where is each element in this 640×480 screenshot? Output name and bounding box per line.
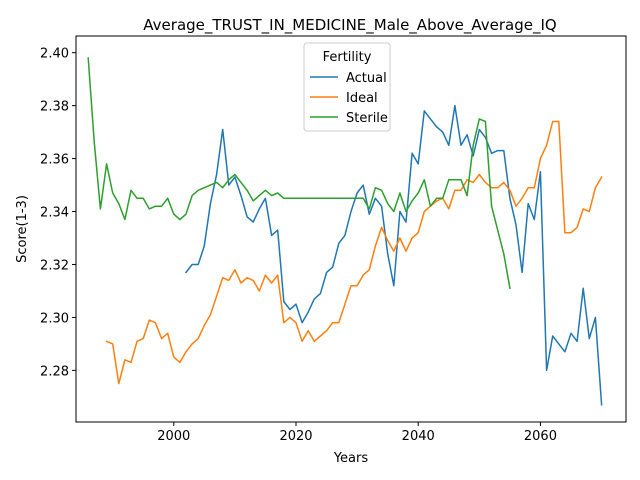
- legend: Fertility Actual Ideal Sterile: [303, 42, 391, 132]
- y-tick-label: 2.36: [40, 153, 69, 168]
- x-tick-label: 2040: [402, 429, 435, 444]
- legend-label-ideal: Ideal: [346, 91, 378, 106]
- series-line-sterile: [87, 57, 511, 290]
- y-tick-label: 2.34: [40, 206, 69, 221]
- y-tick-label: 2.32: [40, 258, 69, 273]
- series-layer: [87, 57, 603, 406]
- y-axis: 2.28 2.30 2.32 2.34 2.36 2.38 2.40: [40, 47, 76, 379]
- y-tick-label: 2.28: [40, 364, 69, 379]
- legend-label-actual: Actual: [346, 71, 387, 86]
- legend-title: Fertility: [323, 50, 372, 65]
- chart-title: Average_TRUST_IN_MEDICINE_Male_Above_Ave…: [143, 16, 556, 35]
- legend-box: [303, 42, 391, 132]
- plot-frame: [75, 35, 627, 423]
- series-line-actual: [184, 104, 603, 406]
- y-axis-label: Score(1-3): [15, 195, 30, 263]
- x-axis-label: Years: [333, 451, 369, 466]
- series-line-ideal: [105, 120, 603, 385]
- y-tick-label: 2.30: [40, 311, 69, 326]
- x-tick-label: 2000: [157, 429, 190, 444]
- x-tick-label: 2060: [524, 429, 557, 444]
- x-tick-label: 2020: [279, 429, 312, 444]
- x-axis: 2000 2020 2040 2060: [157, 422, 557, 444]
- y-tick-label: 2.38: [40, 100, 69, 115]
- y-tick-label: 2.40: [40, 47, 69, 62]
- legend-label-sterile: Sterile: [346, 111, 388, 126]
